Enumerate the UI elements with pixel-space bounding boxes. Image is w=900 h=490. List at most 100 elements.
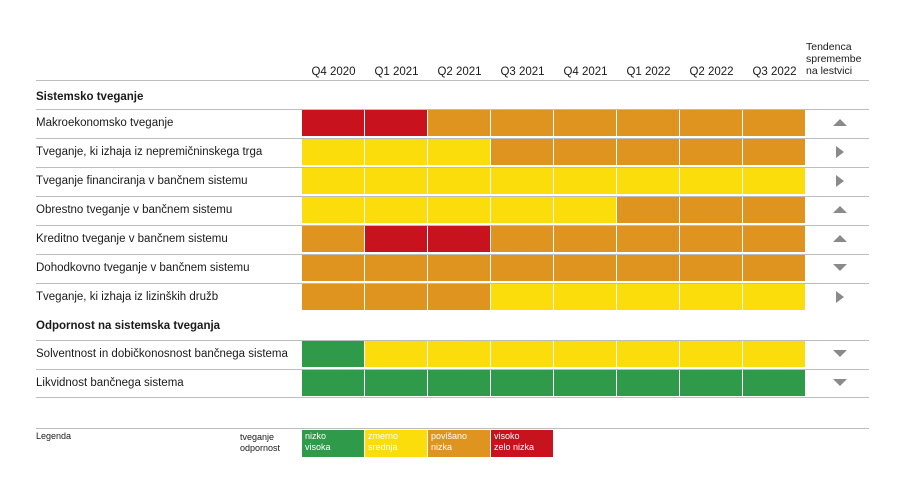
heatmap-cell (680, 255, 742, 281)
legend-swatch-red: visoko zelo nizka (491, 430, 553, 457)
heatmap-cell (554, 197, 616, 223)
heatmap-cell (554, 255, 616, 281)
section-resilience: Odpornost na sistemska tveganja (36, 320, 221, 332)
quarter-header: Q2 2022 (689, 66, 734, 78)
quarter-header: Q2 2021 (437, 66, 482, 78)
heatmap-cell (491, 139, 553, 165)
legend-risk-text: povišano (431, 431, 468, 441)
row-divider (36, 109, 869, 110)
legend-risk-text: zmerno (368, 431, 399, 441)
heatmap-cell (680, 284, 742, 310)
heatmap-cell (617, 284, 679, 310)
heatmap-cell (680, 226, 742, 252)
row-divider (36, 397, 869, 398)
heatmap-cell (428, 341, 490, 367)
heatmap-cell (302, 110, 364, 136)
heatmap-cell (491, 110, 553, 136)
heatmap-cell (428, 370, 490, 396)
legend-divider (36, 428, 869, 429)
row-label: Kreditno tveganje v bančnem sistemu (36, 233, 228, 245)
legend-risk-text: visoko (494, 431, 520, 441)
heatmap-cell (428, 284, 490, 310)
trend-down-arrow-icon (833, 379, 847, 386)
heatmap-cell (617, 341, 679, 367)
trend-down-arrow-icon (833, 264, 847, 271)
heatmap-cell (491, 255, 553, 281)
trend-right-arrow-icon (836, 175, 844, 187)
heatmap-cell (743, 255, 805, 281)
row-label: Solventnost in dobičkonosnost bančnega s… (36, 348, 288, 360)
heatmap-cell (302, 168, 364, 194)
heatmap-cell (365, 168, 427, 194)
trend-column-header: Tendenca spremembe na lestvici (806, 41, 862, 77)
quarter-header: Q4 2020 (311, 66, 356, 78)
heatmap-cell (554, 370, 616, 396)
heatmap-cell (743, 341, 805, 367)
heatmap-cell (554, 139, 616, 165)
heatmap-cell (365, 139, 427, 165)
row-divider (36, 369, 869, 370)
heatmap-cell (554, 341, 616, 367)
trend-up-arrow-icon (833, 206, 847, 213)
row-label: Tveganje financiranja v bančnem sistemu (36, 175, 248, 187)
heatmap-cell (428, 139, 490, 165)
heatmap-cell (302, 139, 364, 165)
heatmap-cell (428, 168, 490, 194)
legend-risk-label: tveganje (240, 432, 275, 442)
heatmap-cell (365, 341, 427, 367)
heatmap-cell (428, 255, 490, 281)
heatmap-cell (617, 255, 679, 281)
row-divider (36, 138, 869, 139)
row-divider (36, 340, 869, 341)
heatmap-cell (617, 110, 679, 136)
legend-resilience-text: zelo nizka (494, 442, 535, 452)
heatmap-cell (743, 370, 805, 396)
row-label: Tveganje, ki izhaja iz nepremičninskega … (36, 146, 263, 158)
heatmap-cell (554, 168, 616, 194)
row-divider (36, 254, 869, 255)
quarter-header: Q3 2022 (752, 66, 797, 78)
heatmap-cell (365, 226, 427, 252)
heatmap-cell (680, 197, 742, 223)
heatmap-cell (680, 168, 742, 194)
heatmap-cell (617, 226, 679, 252)
row-label: Likvidnost bančnega sistema (36, 377, 184, 389)
heatmap-cell (428, 226, 490, 252)
quarter-header: Q4 2021 (563, 66, 608, 78)
heatmap-cell (680, 110, 742, 136)
legend-swatch-green: nizko visoka (302, 430, 364, 457)
legend-resilience-text: visoka (305, 442, 331, 452)
heatmap-cell (491, 370, 553, 396)
trend-right-arrow-icon (836, 291, 844, 303)
row-divider (36, 196, 869, 197)
heatmap-cell (554, 226, 616, 252)
trend-up-arrow-icon (833, 119, 847, 126)
heatmap-cell (743, 110, 805, 136)
heatmap-cell (428, 197, 490, 223)
heatmap-cell (680, 139, 742, 165)
heatmap-cell (365, 255, 427, 281)
heatmap-cell (617, 139, 679, 165)
row-label: Makroekonomsko tveganje (36, 117, 174, 129)
legend-swatch-yellow: zmerno srednja (365, 430, 427, 457)
heatmap-cell (302, 197, 364, 223)
heatmap-cell (743, 226, 805, 252)
heatmap-cell (302, 255, 364, 281)
heatmap-cell (302, 284, 364, 310)
heatmap-cell (743, 139, 805, 165)
legend-title: Legenda (36, 431, 72, 441)
row-label: Dohodkovno tveganje v bančnem sistemu (36, 262, 250, 274)
heatmap-cell (428, 110, 490, 136)
heatmap-cell (617, 370, 679, 396)
legend-risk-text: nizko (305, 431, 327, 441)
quarter-header: Q1 2022 (626, 66, 671, 78)
heatmap-cell (491, 341, 553, 367)
heatmap-cell (617, 197, 679, 223)
legend-swatch-orange: povišano nizka (428, 430, 490, 457)
trend-up-arrow-icon (833, 235, 847, 242)
row-label: Tveganje, ki izhaja iz lizinških družb (36, 291, 219, 303)
heatmap-cell (743, 197, 805, 223)
heatmap-cell (302, 370, 364, 396)
row-label: Obrestno tveganje v bančnem sistemu (36, 204, 233, 216)
heatmap-cell (302, 226, 364, 252)
